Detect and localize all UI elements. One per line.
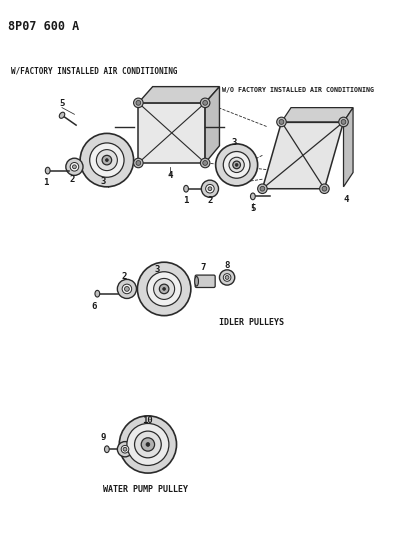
Text: 6: 6 xyxy=(92,302,97,311)
Text: 4: 4 xyxy=(167,171,173,180)
Ellipse shape xyxy=(95,290,100,297)
Polygon shape xyxy=(262,122,343,189)
Circle shape xyxy=(223,273,231,281)
Text: 3: 3 xyxy=(155,265,160,274)
Text: IDLER PULLEYS: IDLER PULLEYS xyxy=(220,318,284,327)
Text: 7: 7 xyxy=(200,263,206,272)
Circle shape xyxy=(159,284,169,294)
Circle shape xyxy=(208,187,212,191)
Polygon shape xyxy=(281,108,353,122)
Ellipse shape xyxy=(45,167,50,174)
Polygon shape xyxy=(139,103,205,163)
Circle shape xyxy=(134,431,161,458)
Text: 4: 4 xyxy=(344,195,349,204)
Circle shape xyxy=(322,187,327,191)
Circle shape xyxy=(117,279,136,298)
Circle shape xyxy=(233,161,241,168)
Circle shape xyxy=(90,143,124,177)
Circle shape xyxy=(121,446,129,453)
Text: 3: 3 xyxy=(231,139,237,148)
Circle shape xyxy=(117,442,132,457)
Circle shape xyxy=(72,165,76,168)
Ellipse shape xyxy=(184,185,188,192)
Text: 10: 10 xyxy=(143,416,153,425)
Circle shape xyxy=(105,159,108,161)
Circle shape xyxy=(229,157,244,173)
Circle shape xyxy=(134,98,143,108)
Circle shape xyxy=(225,276,229,279)
Text: 9: 9 xyxy=(100,433,106,442)
Text: W/FACTORY INSTALLED AIR CONDITIONING: W/FACTORY INSTALLED AIR CONDITIONING xyxy=(11,67,178,76)
Polygon shape xyxy=(139,87,220,103)
Circle shape xyxy=(200,158,210,168)
Circle shape xyxy=(277,117,286,127)
Circle shape xyxy=(134,158,143,168)
Circle shape xyxy=(136,160,141,165)
Text: 2: 2 xyxy=(70,175,75,184)
Circle shape xyxy=(203,160,207,165)
Circle shape xyxy=(220,270,235,285)
Circle shape xyxy=(258,184,267,193)
Circle shape xyxy=(102,155,112,165)
Circle shape xyxy=(124,287,129,292)
Text: 3: 3 xyxy=(100,176,106,185)
Circle shape xyxy=(339,117,348,127)
Circle shape xyxy=(127,423,169,465)
Ellipse shape xyxy=(250,193,255,200)
Circle shape xyxy=(137,262,191,316)
Circle shape xyxy=(141,438,155,451)
Circle shape xyxy=(66,158,83,175)
Circle shape xyxy=(279,119,284,124)
Circle shape xyxy=(153,278,175,300)
Circle shape xyxy=(215,144,258,186)
Text: 8P07 600 A: 8P07 600 A xyxy=(8,20,79,33)
Ellipse shape xyxy=(59,112,65,118)
Polygon shape xyxy=(205,87,220,163)
Circle shape xyxy=(200,98,210,108)
Circle shape xyxy=(206,184,214,193)
Circle shape xyxy=(341,119,346,124)
Text: WATER PUMP PULLEY: WATER PUMP PULLEY xyxy=(103,485,188,494)
Circle shape xyxy=(123,447,127,451)
Text: 2: 2 xyxy=(122,272,127,281)
Circle shape xyxy=(260,187,265,191)
Text: 2: 2 xyxy=(207,196,213,205)
Circle shape xyxy=(201,180,219,197)
Text: 1: 1 xyxy=(43,177,49,187)
Circle shape xyxy=(119,416,177,473)
Circle shape xyxy=(70,163,79,171)
Circle shape xyxy=(96,150,117,171)
Ellipse shape xyxy=(104,446,109,453)
Text: 1: 1 xyxy=(183,196,189,205)
Circle shape xyxy=(122,284,132,294)
Text: 5: 5 xyxy=(60,99,65,108)
Circle shape xyxy=(320,184,329,193)
Circle shape xyxy=(136,100,141,105)
Ellipse shape xyxy=(195,277,198,286)
Circle shape xyxy=(146,442,150,446)
Circle shape xyxy=(147,272,181,306)
Circle shape xyxy=(80,133,134,187)
Text: W/O FACTORY INSTALLED AIR CONDITIONING: W/O FACTORY INSTALLED AIR CONDITIONING xyxy=(222,87,374,93)
FancyBboxPatch shape xyxy=(195,275,215,287)
Text: 5: 5 xyxy=(250,204,256,213)
Circle shape xyxy=(223,151,250,178)
Polygon shape xyxy=(343,108,353,187)
Circle shape xyxy=(203,100,207,105)
Circle shape xyxy=(235,164,238,166)
Circle shape xyxy=(163,287,166,290)
Text: 8: 8 xyxy=(224,261,230,270)
